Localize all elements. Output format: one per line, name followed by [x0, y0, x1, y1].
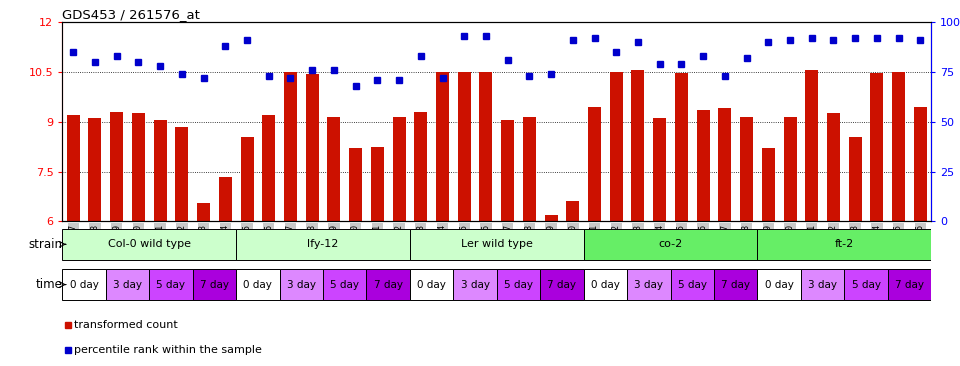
Text: 7 day: 7 day — [895, 280, 924, 290]
Text: 0 day: 0 day — [244, 280, 273, 290]
Text: 5 day: 5 day — [678, 280, 707, 290]
Bar — [544, 215, 558, 221]
Bar — [458, 72, 470, 221]
Text: co-2: co-2 — [659, 239, 683, 249]
Bar — [197, 203, 210, 221]
Text: 5 day: 5 day — [156, 280, 185, 290]
Text: lfy-12: lfy-12 — [307, 239, 339, 249]
Text: ft-2: ft-2 — [834, 239, 854, 249]
Text: 0 day: 0 day — [418, 280, 446, 290]
Bar — [540, 269, 584, 300]
Bar — [827, 113, 840, 221]
Bar — [653, 118, 666, 221]
Text: GDS453 / 261576_at: GDS453 / 261576_at — [62, 8, 201, 21]
Bar — [410, 229, 584, 260]
Bar — [410, 269, 453, 300]
Bar — [714, 269, 757, 300]
Text: 7 day: 7 day — [547, 280, 576, 290]
Text: 7 day: 7 day — [721, 280, 750, 290]
Bar — [845, 269, 888, 300]
Bar — [67, 115, 80, 221]
Text: Ler wild type: Ler wild type — [461, 239, 533, 249]
Bar — [367, 269, 410, 300]
Bar — [193, 269, 236, 300]
Bar — [610, 72, 623, 221]
Bar — [627, 269, 670, 300]
Bar — [150, 269, 193, 300]
Text: 5 day: 5 day — [330, 280, 359, 290]
Bar — [132, 113, 145, 221]
Bar — [740, 117, 753, 221]
Bar — [262, 115, 276, 221]
Bar — [849, 137, 862, 221]
Bar — [566, 202, 579, 221]
Bar — [176, 127, 188, 221]
Bar — [479, 72, 492, 221]
Bar — [154, 120, 167, 221]
Text: 0 day: 0 day — [765, 280, 794, 290]
Bar — [914, 107, 926, 221]
Bar — [584, 229, 757, 260]
Bar — [675, 74, 688, 221]
Text: 3 day: 3 day — [113, 280, 142, 290]
Bar — [805, 70, 818, 221]
Bar — [632, 70, 644, 221]
Bar — [436, 72, 449, 221]
Text: percentile rank within the sample: percentile rank within the sample — [74, 345, 262, 355]
Text: 3 day: 3 day — [287, 280, 316, 290]
Bar — [323, 269, 367, 300]
Bar — [110, 112, 123, 221]
Bar — [327, 117, 341, 221]
Bar — [241, 137, 253, 221]
Bar — [762, 148, 775, 221]
Bar — [219, 176, 231, 221]
Bar — [783, 117, 797, 221]
Bar — [88, 118, 102, 221]
Bar — [697, 110, 709, 221]
Bar — [757, 229, 931, 260]
Bar — [871, 74, 883, 221]
Text: 3 day: 3 day — [808, 280, 837, 290]
Bar — [236, 269, 279, 300]
Bar — [106, 269, 150, 300]
Bar — [371, 147, 384, 221]
Text: 3 day: 3 day — [635, 280, 663, 290]
Bar — [349, 148, 362, 221]
Bar — [757, 269, 801, 300]
Text: 7 day: 7 day — [200, 280, 228, 290]
Text: transformed count: transformed count — [74, 320, 179, 330]
Text: 7 day: 7 day — [373, 280, 402, 290]
Bar — [523, 117, 536, 221]
Bar — [62, 269, 106, 300]
Bar — [415, 112, 427, 221]
Text: 3 day: 3 day — [461, 280, 490, 290]
Bar — [584, 269, 627, 300]
Bar — [284, 72, 297, 221]
Bar — [718, 108, 732, 221]
Text: 5 day: 5 day — [852, 280, 880, 290]
Bar — [62, 229, 236, 260]
Text: Col-0 wild type: Col-0 wild type — [108, 239, 191, 249]
Bar — [305, 75, 319, 221]
Bar — [801, 269, 845, 300]
Bar — [888, 269, 931, 300]
Bar — [670, 269, 714, 300]
Bar — [453, 269, 497, 300]
Bar — [588, 107, 601, 221]
Bar — [501, 120, 515, 221]
Text: time: time — [36, 278, 62, 291]
Text: 0 day: 0 day — [70, 280, 99, 290]
Text: strain: strain — [29, 238, 62, 251]
Bar — [497, 269, 540, 300]
Bar — [393, 117, 405, 221]
Bar — [236, 229, 410, 260]
Text: 5 day: 5 day — [504, 280, 533, 290]
Bar — [279, 269, 323, 300]
Text: 0 day: 0 day — [591, 280, 620, 290]
Bar — [892, 72, 905, 221]
